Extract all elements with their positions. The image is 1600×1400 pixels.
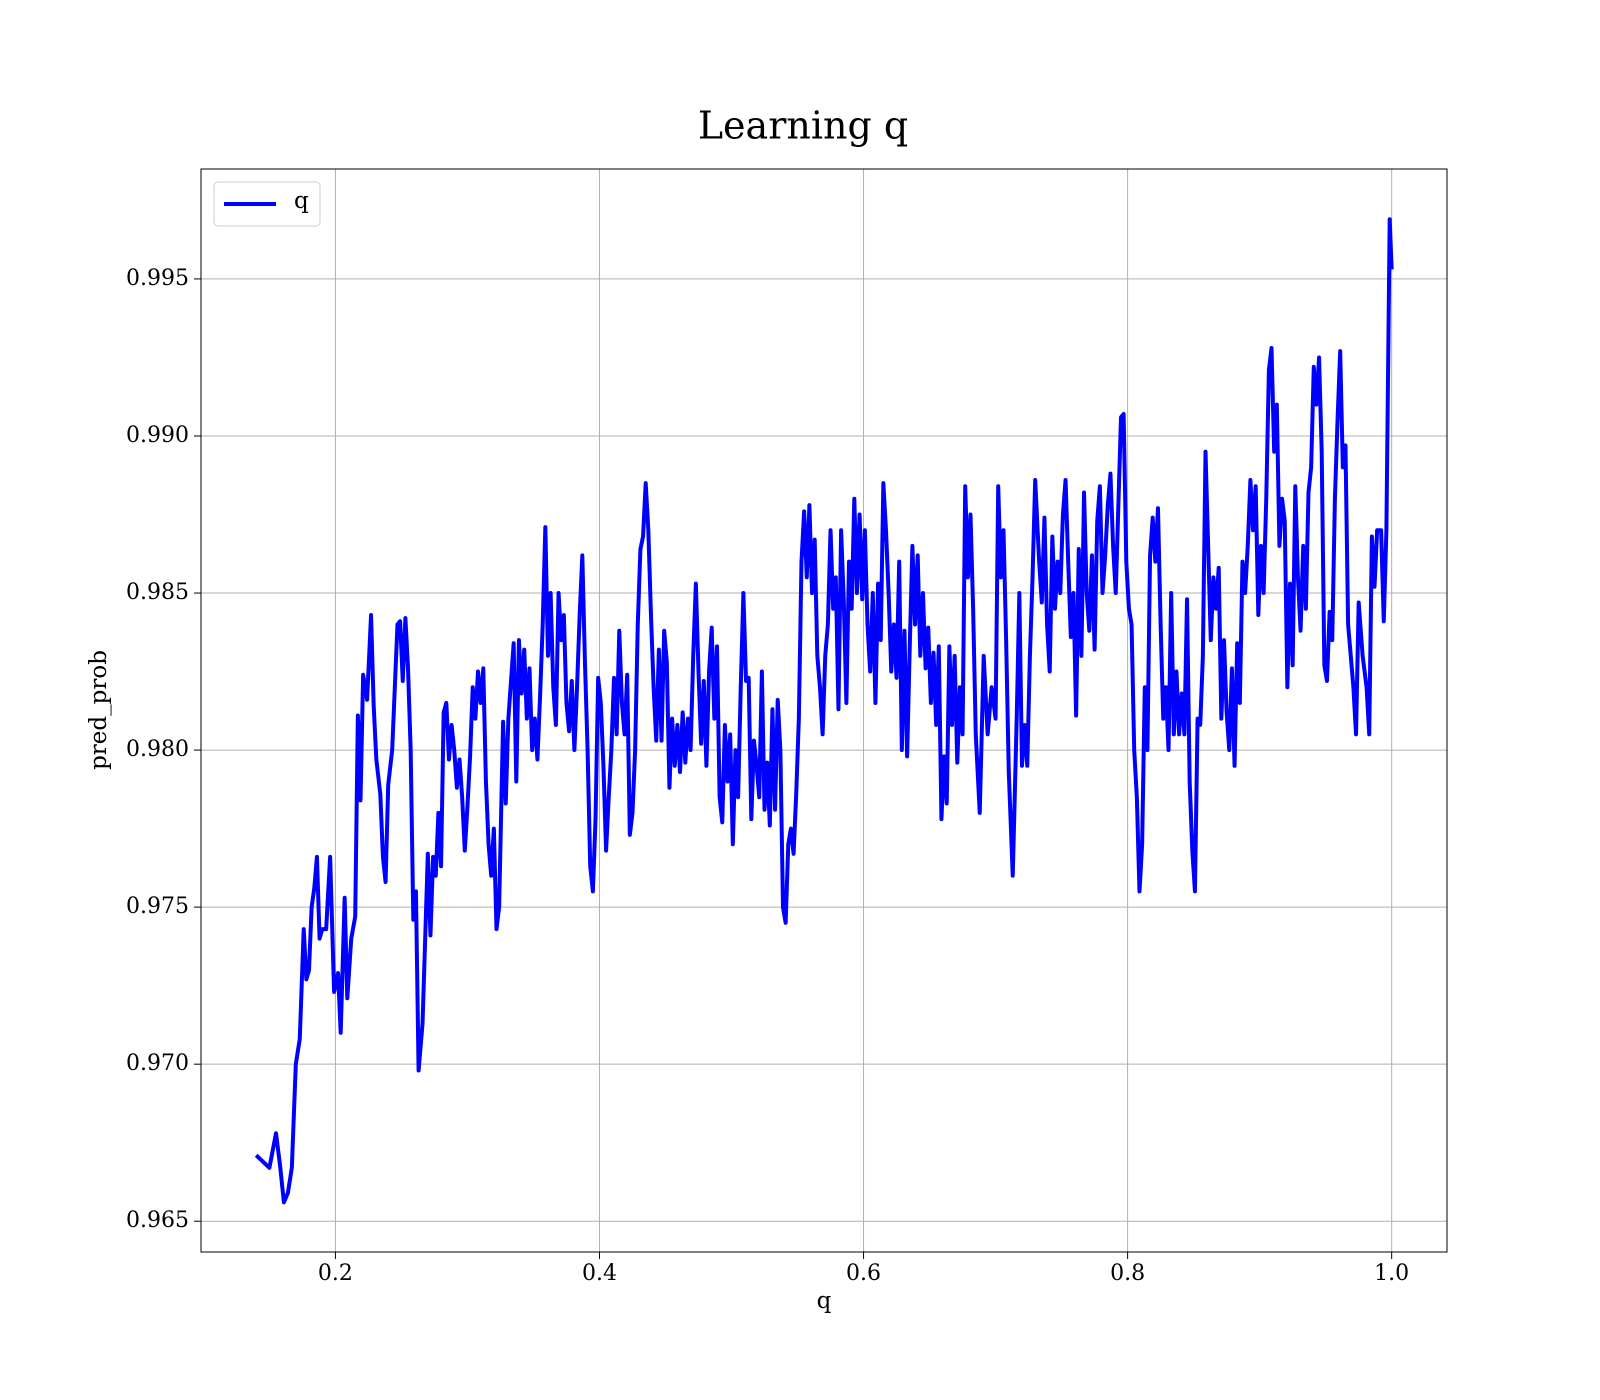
y-tick-label: 0.980 bbox=[126, 737, 189, 762]
data-line bbox=[254, 217, 1394, 1205]
x-tick-label: 0.4 bbox=[582, 1261, 617, 1286]
plot-frame bbox=[200, 168, 1448, 1253]
x-axis-label: q bbox=[817, 1288, 832, 1314]
y-tick-label: 0.990 bbox=[126, 423, 189, 448]
y-tick-label: 0.995 bbox=[126, 266, 189, 291]
x-tick-label: 1.0 bbox=[1374, 1261, 1409, 1286]
chart-title: Learning q bbox=[698, 104, 908, 148]
x-tick-label: 0.8 bbox=[1110, 1261, 1145, 1286]
y-tick-label: 0.985 bbox=[126, 580, 189, 605]
y-tick-label: 0.965 bbox=[126, 1208, 189, 1233]
y-axis-label: pred_prob bbox=[86, 650, 112, 770]
y-tick-label: 0.970 bbox=[126, 1051, 189, 1076]
x-tick-label: 0.6 bbox=[846, 1261, 881, 1286]
legend-label: q bbox=[294, 188, 309, 214]
y-tick-label: 0.975 bbox=[126, 894, 189, 919]
x-tick-label: 0.2 bbox=[318, 1261, 353, 1286]
